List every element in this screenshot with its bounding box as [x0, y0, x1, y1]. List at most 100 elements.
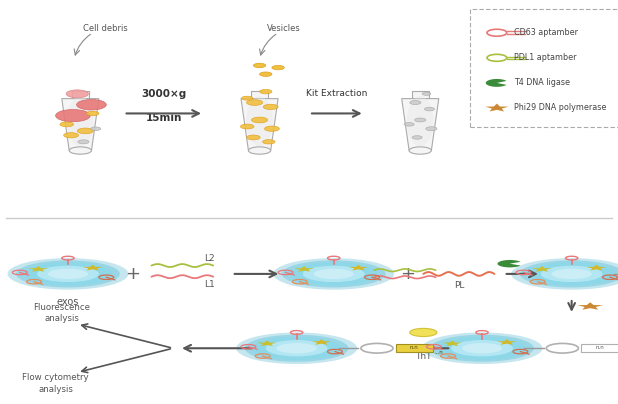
Ellipse shape [277, 343, 316, 354]
Circle shape [265, 126, 279, 131]
Ellipse shape [266, 340, 328, 356]
Polygon shape [257, 341, 277, 346]
Text: n.n: n.n [410, 345, 419, 350]
Text: PL: PL [454, 280, 464, 290]
Polygon shape [532, 266, 552, 272]
Ellipse shape [245, 335, 349, 362]
Circle shape [263, 140, 275, 144]
Ellipse shape [303, 266, 365, 282]
Circle shape [425, 107, 434, 111]
Circle shape [260, 72, 272, 76]
Polygon shape [586, 265, 606, 271]
Circle shape [242, 96, 253, 100]
Circle shape [247, 135, 260, 140]
Ellipse shape [430, 335, 534, 362]
Ellipse shape [528, 262, 616, 286]
Circle shape [404, 122, 414, 126]
Text: Cell debris: Cell debris [83, 24, 127, 33]
Text: ...n: ...n [434, 350, 443, 355]
FancyBboxPatch shape [412, 91, 429, 99]
Circle shape [422, 92, 431, 95]
Text: Vesicles: Vesicles [268, 24, 301, 33]
Circle shape [77, 99, 106, 110]
Circle shape [91, 127, 101, 130]
Text: ThT: ThT [415, 352, 431, 361]
Text: 3000×g: 3000×g [141, 89, 187, 99]
Circle shape [260, 89, 272, 94]
Ellipse shape [551, 269, 592, 279]
Text: Kit Extraction: Kit Extraction [306, 89, 368, 98]
Text: L1: L1 [204, 280, 214, 289]
Ellipse shape [282, 260, 386, 288]
Circle shape [415, 118, 426, 122]
Polygon shape [402, 99, 439, 151]
FancyBboxPatch shape [396, 344, 433, 352]
Text: exos: exos [57, 297, 79, 307]
Polygon shape [485, 104, 509, 112]
Polygon shape [241, 99, 278, 151]
Polygon shape [294, 266, 314, 272]
Circle shape [56, 109, 90, 122]
Circle shape [247, 100, 263, 105]
Circle shape [252, 117, 268, 123]
Ellipse shape [16, 260, 120, 288]
Ellipse shape [451, 340, 513, 356]
Ellipse shape [273, 258, 394, 290]
Ellipse shape [236, 332, 357, 364]
Ellipse shape [24, 262, 112, 286]
Ellipse shape [541, 266, 603, 282]
Polygon shape [577, 302, 603, 310]
FancyBboxPatch shape [470, 9, 618, 126]
Ellipse shape [409, 147, 431, 154]
Ellipse shape [520, 260, 618, 288]
Circle shape [263, 104, 278, 109]
Circle shape [253, 63, 266, 67]
Circle shape [426, 127, 437, 130]
Circle shape [77, 128, 93, 134]
Text: PDL1 aptamber: PDL1 aptamber [514, 53, 577, 62]
FancyBboxPatch shape [72, 91, 89, 99]
Ellipse shape [48, 269, 88, 279]
Polygon shape [442, 341, 462, 346]
Ellipse shape [438, 337, 526, 360]
Polygon shape [83, 265, 103, 271]
Circle shape [64, 133, 78, 138]
Text: +: + [125, 265, 140, 283]
Circle shape [272, 65, 284, 70]
Ellipse shape [462, 343, 502, 354]
Ellipse shape [69, 147, 91, 154]
Polygon shape [28, 266, 48, 272]
Wedge shape [486, 79, 507, 87]
Text: L2: L2 [204, 254, 214, 263]
Text: Flow cytometry
analysis: Flow cytometry analysis [22, 373, 89, 394]
Text: n.n: n.n [595, 345, 604, 350]
Text: Fluorescence
analysis: Fluorescence analysis [33, 303, 90, 323]
Text: T4 DNA ligase: T4 DNA ligase [514, 78, 570, 87]
FancyBboxPatch shape [251, 91, 268, 99]
Polygon shape [311, 339, 331, 345]
Ellipse shape [511, 258, 618, 290]
Circle shape [410, 328, 437, 337]
Ellipse shape [246, 96, 273, 146]
Ellipse shape [37, 266, 99, 282]
Circle shape [78, 140, 89, 144]
Circle shape [240, 124, 254, 129]
Ellipse shape [421, 332, 543, 364]
Circle shape [60, 122, 74, 127]
Circle shape [410, 101, 421, 105]
Circle shape [66, 90, 88, 98]
Text: Phi29 DNA polymerase: Phi29 DNA polymerase [514, 103, 606, 112]
Text: +: + [400, 265, 415, 283]
Polygon shape [62, 99, 99, 151]
Ellipse shape [253, 337, 341, 360]
Circle shape [87, 111, 99, 116]
Ellipse shape [290, 262, 378, 286]
Text: CD63 aptamber: CD63 aptamber [514, 28, 578, 37]
Wedge shape [497, 260, 520, 267]
Ellipse shape [314, 269, 354, 279]
Circle shape [412, 136, 422, 139]
Polygon shape [349, 265, 368, 271]
Text: 15min: 15min [146, 113, 182, 123]
Ellipse shape [248, 147, 271, 154]
Ellipse shape [67, 96, 94, 146]
